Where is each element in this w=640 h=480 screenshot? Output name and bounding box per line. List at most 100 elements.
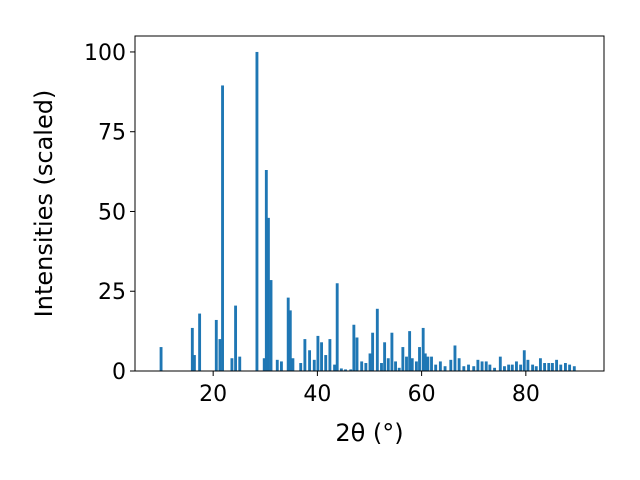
bar [423, 353, 427, 371]
bar [364, 363, 368, 371]
bar [344, 369, 347, 371]
bar [564, 363, 567, 371]
bar [476, 359, 480, 371]
bar [386, 358, 390, 371]
y-axis: 0 25 50 75 100 [84, 41, 135, 385]
bar [414, 361, 418, 371]
bar [266, 217, 270, 371]
x-tick-label: 80 [512, 382, 540, 407]
x-tick-label: 60 [408, 382, 436, 407]
y-axis-label: Intensities (scaled) [30, 90, 58, 318]
bar [515, 361, 518, 371]
bar [383, 342, 387, 371]
bar [484, 361, 488, 371]
bar [410, 358, 414, 371]
bar [230, 358, 234, 371]
bar [430, 356, 433, 371]
bar [462, 366, 466, 371]
y-tick-label: 0 [112, 360, 126, 385]
bar [234, 305, 238, 371]
bar [559, 364, 563, 371]
bar [453, 345, 457, 371]
bar [159, 347, 163, 371]
y-tick-label: 100 [84, 41, 126, 66]
bar [405, 356, 408, 371]
bar [198, 313, 202, 371]
bar [555, 359, 559, 371]
bar [457, 358, 461, 371]
bar [214, 319, 218, 371]
bar [397, 367, 401, 371]
bar [275, 359, 279, 371]
bar [320, 342, 323, 371]
bar [291, 358, 295, 371]
bar [449, 359, 453, 371]
bar [394, 361, 397, 371]
y-tick-label: 75 [98, 121, 126, 146]
bar [472, 366, 476, 371]
bar [255, 51, 259, 371]
bar [408, 331, 412, 371]
bar [480, 361, 484, 371]
bar [534, 366, 538, 371]
bar [286, 297, 290, 371]
bar [488, 364, 492, 371]
bar [531, 364, 535, 371]
bar [192, 355, 196, 371]
bar [190, 327, 194, 371]
bar [543, 363, 547, 371]
bar [264, 170, 268, 371]
bar [401, 347, 405, 371]
x-axis: 20 40 60 80 [199, 371, 540, 407]
bar [568, 364, 572, 371]
bar [493, 367, 496, 371]
bar [303, 339, 307, 371]
bar [288, 310, 292, 371]
x-tick-label: 40 [303, 382, 331, 407]
bar [526, 359, 530, 371]
bar [418, 347, 421, 371]
x-axis-label: 2θ (°) [335, 419, 403, 447]
bar [434, 364, 438, 371]
y-tick-label: 25 [98, 280, 126, 305]
bar [328, 339, 332, 371]
bar [335, 283, 339, 371]
bar [438, 361, 442, 371]
bar [503, 366, 506, 371]
bar [221, 85, 224, 371]
bar [316, 335, 320, 371]
bar [550, 363, 554, 371]
bar [467, 364, 470, 371]
bar [368, 353, 372, 371]
bar [280, 361, 283, 371]
bar [349, 369, 353, 371]
bar [262, 358, 266, 371]
x-tick-label: 20 [199, 382, 227, 407]
bar [498, 356, 502, 371]
bar [371, 332, 375, 371]
bar [519, 364, 523, 371]
bar [333, 364, 337, 371]
bar [380, 363, 383, 371]
bar [312, 359, 316, 371]
bar [352, 324, 356, 371]
bar [426, 356, 430, 371]
bar [510, 364, 514, 371]
y-tick-label: 50 [98, 200, 126, 225]
bar [238, 356, 242, 371]
bar [299, 363, 303, 371]
plot-frame [134, 35, 605, 372]
bar [360, 361, 364, 371]
bar [218, 339, 222, 371]
bar [339, 368, 343, 371]
bar [355, 337, 359, 371]
bar [547, 363, 551, 371]
bar [308, 350, 312, 371]
bar [443, 366, 447, 371]
bar [507, 364, 511, 371]
bar [324, 355, 328, 371]
bar [269, 280, 273, 371]
bar [522, 350, 526, 371]
bar [421, 327, 425, 371]
